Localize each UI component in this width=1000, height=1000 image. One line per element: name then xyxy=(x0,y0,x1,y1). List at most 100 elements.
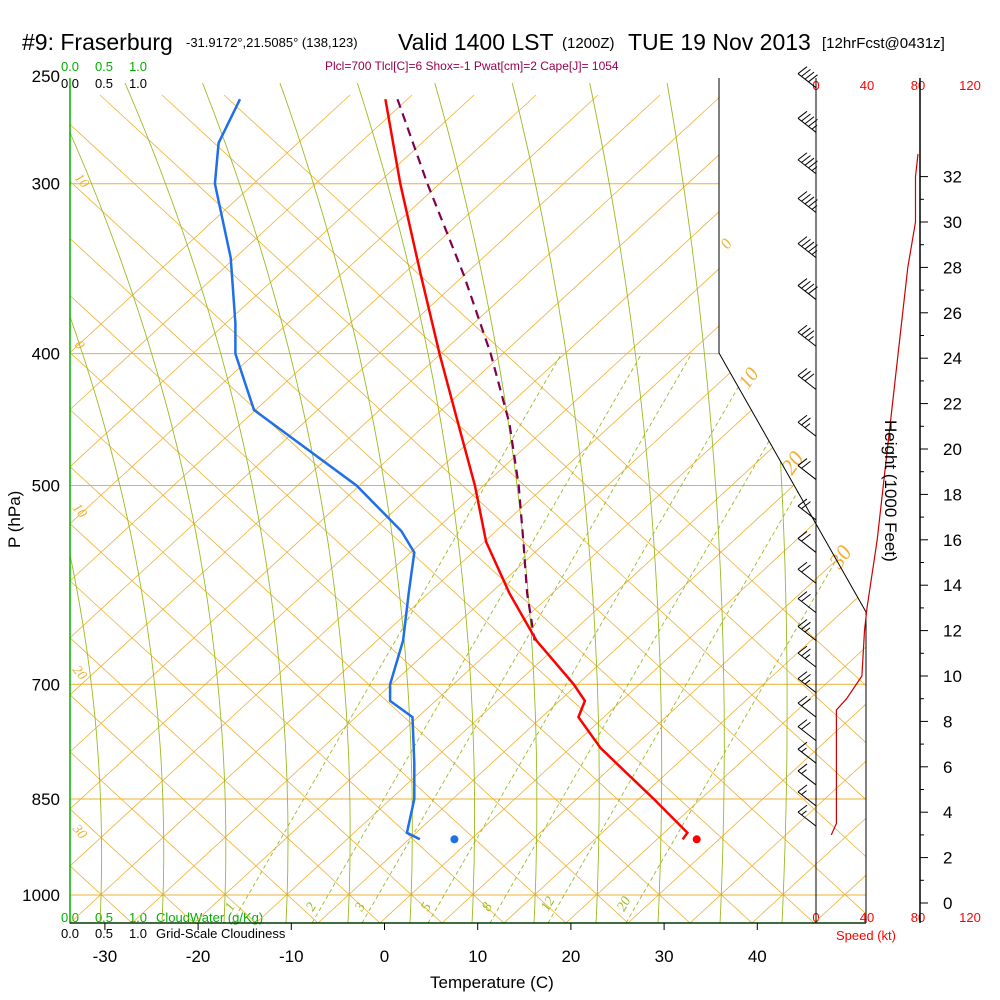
pressure-tick-label: 850 xyxy=(32,790,60,809)
wind-barb-flag xyxy=(797,324,808,333)
dry-adiabat-line xyxy=(70,94,381,923)
station-title: #9: Fraserburg xyxy=(22,29,173,55)
wind-barb-flag xyxy=(797,278,808,286)
wind-barb xyxy=(797,66,818,89)
cloudwater-bottom-tick: 0.5 xyxy=(95,910,113,925)
wind-barb-staff xyxy=(797,568,817,584)
wind-barb-half-flag xyxy=(811,124,818,130)
height-tick-label: 4 xyxy=(943,803,952,822)
forecast-label: [12hrFcst@0431z] xyxy=(822,35,945,52)
isotherm-line xyxy=(70,94,785,923)
wind-barb xyxy=(797,784,817,807)
wind-barb-flag xyxy=(808,74,818,83)
wind-barb-flag xyxy=(797,458,808,466)
pressure-tick-label: 500 xyxy=(32,477,60,496)
wind-barb xyxy=(797,278,818,300)
speed-bottom-tick: 80 xyxy=(911,910,925,925)
speed-bottom-tick: 40 xyxy=(860,910,874,925)
wind-barb xyxy=(797,645,817,668)
wind-barb-flag xyxy=(801,621,811,630)
wind-barb-staff xyxy=(797,505,817,521)
pressure-tick-label: 700 xyxy=(32,675,60,694)
height-tick-label: 28 xyxy=(943,258,962,277)
wind-barb-staff xyxy=(797,331,817,347)
cloudwater-axis-label: CloudWater (g/Kg) xyxy=(156,910,263,925)
mixing-ratio-label: 3 xyxy=(352,900,369,914)
wind-speed-line xyxy=(830,153,919,836)
temperature-tick-label: 0 xyxy=(380,947,389,966)
cloudiness-axis-label: Grid-Scale Cloudiness xyxy=(156,926,286,941)
y-axis-title: P (hPa) xyxy=(5,491,24,548)
wind-barb-flag xyxy=(801,238,811,247)
wind-barb xyxy=(797,152,818,175)
wind-barb xyxy=(797,368,817,390)
dry-adiabat-label: 0 xyxy=(71,338,87,353)
cloudiness-bottom-tick: 1.0 xyxy=(129,926,147,941)
wind-barb xyxy=(797,498,817,521)
height-tick-label: 16 xyxy=(943,531,962,550)
wind-barb-staff xyxy=(797,652,817,668)
wind-barb xyxy=(797,741,817,764)
surface-temperature-point xyxy=(692,835,701,844)
wind-barb-flag xyxy=(801,155,811,163)
wind-barb-flag xyxy=(797,368,808,376)
wind-barb-flag xyxy=(804,196,815,205)
wind-barb-flag xyxy=(801,648,811,657)
isotherm-line xyxy=(193,94,866,923)
moist-adiabat-line xyxy=(70,82,165,923)
wind-barb-flag xyxy=(801,193,811,202)
height-tick-label: 24 xyxy=(943,349,962,368)
wind-barb-flag xyxy=(804,116,815,125)
cloud-scale-ticks: 0.00.00.50.51.01.00.00.00.50.51.01.0 xyxy=(61,59,147,941)
wind-barb-flag xyxy=(801,564,811,573)
dry-adiabat-line xyxy=(70,94,319,923)
wind-barb-staff xyxy=(797,73,817,89)
mixing-ratio-label: 12 xyxy=(538,894,558,914)
wind-barb-flag xyxy=(797,719,808,727)
sounding-profiles xyxy=(213,98,701,844)
dry-adiabat-line xyxy=(70,94,443,923)
temperature-tick-label: -30 xyxy=(93,947,118,966)
wind-barb-half-flag xyxy=(801,769,807,775)
height-tick-label: 22 xyxy=(943,395,962,414)
isotherm-line xyxy=(627,94,866,923)
speed-top-tick: 80 xyxy=(911,78,925,93)
moist-adiabat-line xyxy=(589,82,663,923)
mixing-ratio-line xyxy=(231,352,563,923)
temperature-tick-label: -10 xyxy=(279,947,304,966)
speed-top-tick: 120 xyxy=(959,78,981,93)
wind-barb-flag xyxy=(808,160,818,169)
moist-adiabat-label: 10 xyxy=(734,364,763,393)
dry-adiabat-line xyxy=(70,94,629,923)
temperature-tick-label: 20 xyxy=(561,947,580,966)
pressure-tick-label: 300 xyxy=(32,175,60,194)
height-tick-label: 32 xyxy=(943,168,962,187)
wind-barb-flag xyxy=(797,645,808,654)
wind-barb-half-flag xyxy=(801,790,807,795)
speed-top-tick: 40 xyxy=(860,78,874,93)
valid-date: TUE 19 Nov 2013 xyxy=(628,29,811,55)
wind-barb-flag xyxy=(804,373,815,382)
mixing-ratio-line xyxy=(361,352,693,923)
wind-barb-flag xyxy=(801,69,811,77)
wind-barb-flag xyxy=(801,460,811,469)
cloudwater-top-tick: 0.5 xyxy=(95,59,113,74)
wind-barb-flag xyxy=(797,498,808,507)
wind-barb xyxy=(797,719,817,741)
wind-barb xyxy=(797,458,817,480)
wind-barb-staff xyxy=(797,678,817,694)
dry-adiabat-line xyxy=(99,94,866,923)
moist-adiabat-line xyxy=(666,82,725,923)
valid-utc: (1200Z) xyxy=(562,35,615,52)
mixing-ratio-label: 20 xyxy=(614,894,634,914)
temperature-profile-line xyxy=(384,98,690,841)
wind-barb-staff xyxy=(797,626,817,641)
wind-barb-half-flag xyxy=(801,810,807,816)
wind-barb-flag xyxy=(797,414,808,423)
isotherm-line xyxy=(565,94,866,923)
dry-adiabat-line xyxy=(70,94,505,923)
moist-adiabat-line xyxy=(356,82,476,923)
cloudiness-bottom-tick: 0.0 xyxy=(61,926,79,941)
station-coords: -31.9172°,21.5085° (138,123) xyxy=(186,35,358,50)
height-tick-label: 26 xyxy=(943,304,962,323)
